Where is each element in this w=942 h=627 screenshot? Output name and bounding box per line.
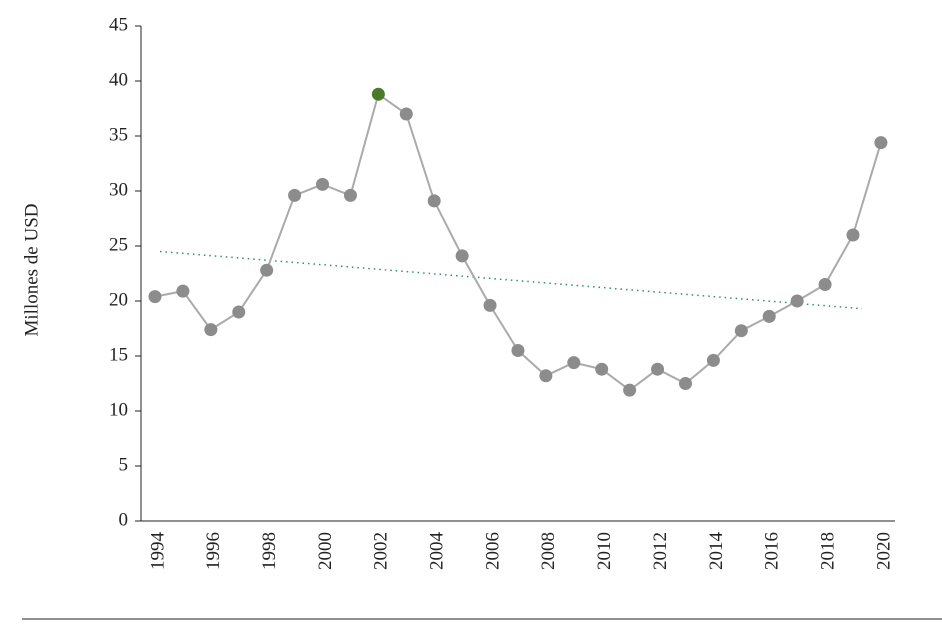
y-tick-label: 20 (109, 289, 128, 310)
data-point (734, 324, 748, 338)
data-point (288, 188, 302, 202)
x-tick-label: 2012 (650, 532, 671, 570)
data-point (595, 362, 609, 376)
data-point (148, 290, 162, 304)
x-tick-label: 2020 (873, 532, 894, 570)
data-point (678, 377, 692, 390)
x-tick-label: 2000 (315, 532, 336, 570)
y-tick-label: 35 (109, 124, 128, 145)
x-tick-label: 2014 (706, 532, 727, 571)
y-tick-label: 15 (109, 344, 128, 365)
x-tick-label: 2002 (371, 532, 392, 570)
data-point (204, 323, 218, 337)
y-tick-label: 30 (109, 179, 128, 200)
data-point (790, 294, 804, 308)
data-point (260, 263, 274, 277)
x-tick-label: 1996 (203, 532, 224, 570)
y-tick-label: 45 (109, 14, 128, 35)
data-point (623, 383, 637, 397)
data-point (539, 369, 553, 383)
data-point (511, 344, 525, 357)
data-point (846, 228, 860, 242)
x-tick-label: 2006 (482, 532, 503, 570)
data-point (455, 249, 469, 263)
data-point (427, 194, 441, 208)
data-point (371, 87, 385, 101)
data-point (399, 107, 413, 121)
y-tick-label: 5 (119, 454, 129, 475)
data-point (316, 177, 330, 191)
data-point (651, 362, 665, 376)
data-point (232, 305, 246, 319)
y-tick-label: 10 (109, 399, 128, 420)
y-tick-label: 25 (109, 234, 128, 255)
x-tick-label: 2018 (817, 532, 838, 570)
data-point (706, 353, 720, 367)
y-axis-label: Millones de USD (21, 204, 42, 337)
data-point (176, 284, 190, 298)
y-tick-label: 0 (119, 509, 129, 530)
data-point (567, 356, 581, 370)
x-tick-label: 2016 (762, 532, 783, 570)
data-point (343, 188, 357, 202)
x-tick-label: 1998 (259, 532, 280, 570)
data-point (874, 136, 888, 150)
y-tick-label: 40 (109, 69, 128, 90)
data-point (762, 309, 776, 323)
data-point (483, 298, 497, 312)
x-tick-label: 2008 (538, 532, 559, 570)
x-tick-label: 1994 (147, 532, 168, 571)
data-point (818, 278, 832, 291)
x-tick-label: 2004 (427, 532, 448, 571)
trend-line (159, 250, 863, 310)
x-tick-label: 2010 (594, 532, 615, 570)
